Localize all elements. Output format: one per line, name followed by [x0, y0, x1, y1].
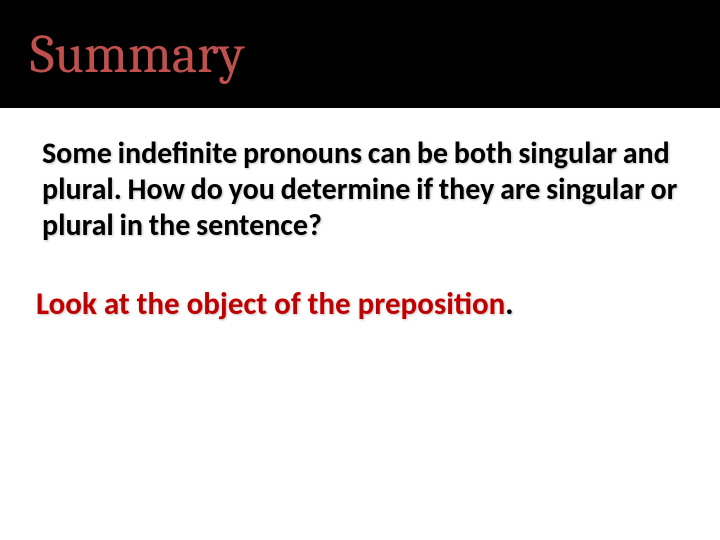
slide-title: Summary [30, 23, 245, 86]
title-bar: Summary [0, 0, 720, 108]
answer-punct: . [505, 285, 513, 323]
slide-body: Some indefinite pronouns can be both sin… [0, 108, 720, 323]
question-text: Some indefinite pronouns can be both sin… [42, 136, 682, 244]
answer-text: Look at the object of the preposition. [36, 286, 682, 323]
answer-main: Look at the object of the preposition [36, 285, 505, 323]
